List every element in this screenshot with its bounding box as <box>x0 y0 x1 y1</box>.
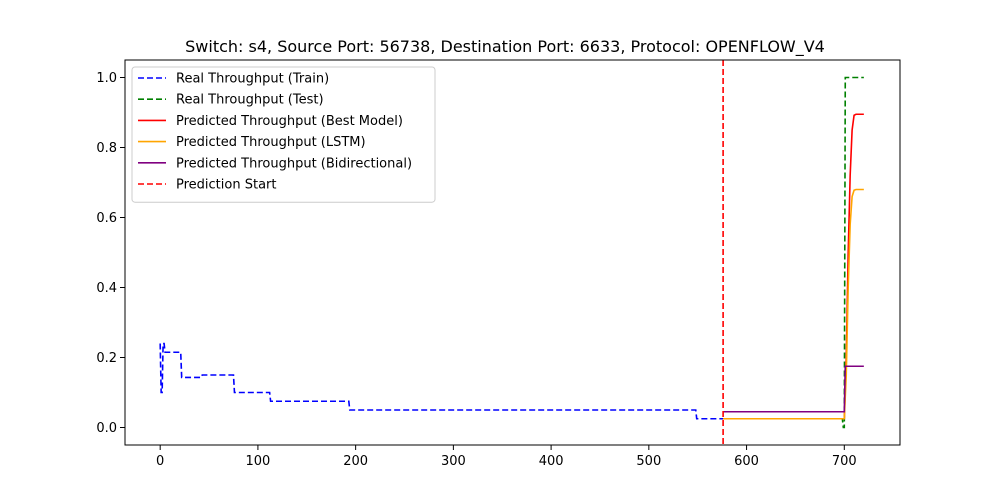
x-tick-label: 600 <box>734 454 759 469</box>
y-tick-label: 0.2 <box>96 351 117 366</box>
y-tick-label: 0.4 <box>96 281 117 296</box>
legend-label: Predicted Throughput (Best Model) <box>176 114 403 129</box>
legend-label: Real Throughput (Test) <box>176 93 324 108</box>
x-tick-label: 700 <box>832 454 857 469</box>
y-tick-label: 0.6 <box>96 211 117 226</box>
x-tick-label: 100 <box>245 454 270 469</box>
y-tick-label: 0.0 <box>96 421 117 436</box>
y-tick-label: 1.0 <box>96 71 117 86</box>
plot-area <box>159 60 864 445</box>
series-line-3 <box>723 188 864 420</box>
legend-label: Predicted Throughput (Bidirectional) <box>176 156 412 171</box>
series-line-4 <box>723 365 864 413</box>
legend-label: Real Throughput (Train) <box>176 72 329 87</box>
series-line-2 <box>723 113 864 420</box>
x-tick-label: 500 <box>636 454 661 469</box>
series-line-0 <box>159 342 724 420</box>
legend-label: Predicted Throughput (LSTM) <box>176 135 366 150</box>
legend-label: Prediction Start <box>176 178 276 193</box>
series-line-1 <box>723 76 864 429</box>
x-tick-label: 0 <box>156 454 164 469</box>
legend-box <box>131 66 436 203</box>
x-tick-label: 400 <box>539 454 564 469</box>
x-axis: 0 100 200 300 400 500 600 700 <box>156 445 857 469</box>
x-tick-label: 200 <box>343 454 368 469</box>
y-axis: 0.0 0.2 0.4 0.6 0.8 1.0 <box>96 71 125 436</box>
legend: Real Throughput (Train) Real Throughput (… <box>131 66 436 203</box>
y-tick-label: 0.8 <box>96 141 117 156</box>
plot-frame <box>124 59 901 446</box>
x-tick-label: 300 <box>441 454 466 469</box>
chart-title: Switch: s4, Source Port: 56738, Destinat… <box>185 37 825 57</box>
